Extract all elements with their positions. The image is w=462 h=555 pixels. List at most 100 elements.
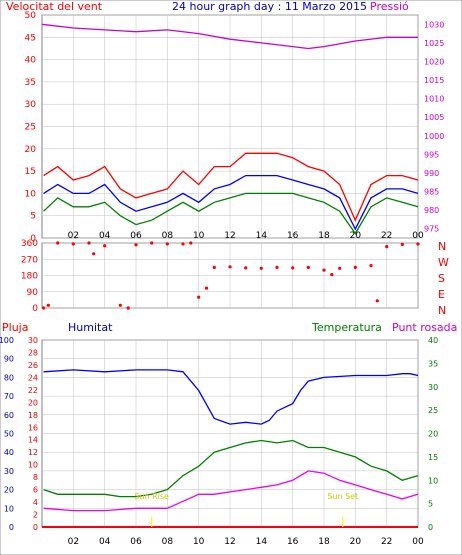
- direction-point: [150, 241, 154, 245]
- direction-point: [306, 265, 310, 269]
- series-line: [43, 369, 419, 425]
- y-right-tick-label: 1015: [424, 76, 444, 85]
- y-tick-label: 10: [25, 189, 37, 199]
- series-line: [41, 23, 418, 50]
- graph-day-title: 24 hour graph day : 11 Marzo 2015: [172, 0, 367, 13]
- humidity-tick-label: 50: [4, 430, 14, 439]
- x-tick-label: 20: [350, 231, 362, 241]
- temperature-tick-label: 5: [428, 500, 433, 509]
- y-tick-label: 90: [27, 288, 39, 298]
- compass-letter: S: [438, 272, 445, 285]
- direction-point: [204, 286, 209, 290]
- temperature-tick-label: 10: [428, 476, 438, 485]
- y-tick-label: 45: [25, 33, 36, 43]
- y-tick-label: 25: [25, 123, 36, 133]
- direction-point: [197, 295, 201, 299]
- x-tick-label: 04: [99, 231, 111, 241]
- x-tick-label: 18: [318, 231, 330, 241]
- x-tick-label: 22: [381, 231, 392, 241]
- rain-tick-label: 4: [33, 498, 38, 507]
- rain-label: Pluja: [2, 321, 28, 334]
- series-line: [43, 152, 419, 222]
- humidity-tick-label: 60: [4, 411, 14, 420]
- rain-tick-label: 16: [28, 423, 38, 432]
- series-line: [43, 470, 419, 512]
- rain-tick-label: 0: [33, 523, 38, 532]
- temperature-tick-label: 30: [428, 383, 438, 392]
- direction-point: [134, 243, 138, 247]
- rain-tick-label: 14: [28, 436, 38, 445]
- direction-point: [212, 265, 216, 269]
- temperature-tick-label: 25: [428, 406, 438, 415]
- y-right-tick-label: 1020: [424, 57, 444, 66]
- x-tick-label: 02: [68, 537, 79, 547]
- humidity-temperature-panel: 0102030405060708090100024681012141618202…: [0, 336, 438, 547]
- y-tick-label: 5: [30, 212, 36, 222]
- direction-point: [87, 241, 91, 245]
- humidity-label: Humitat: [68, 321, 113, 334]
- y-tick-label: 0: [30, 234, 36, 244]
- y-right-tick-label: 1010: [424, 95, 444, 104]
- direction-point: [118, 303, 122, 307]
- humidity-tick-label: 90: [4, 355, 14, 364]
- series-line: [43, 174, 419, 231]
- y-right-tick-label: 1025: [424, 39, 444, 48]
- y-tick-label: 30: [25, 100, 37, 110]
- x-tick-label: 08: [162, 537, 174, 547]
- temperature-tick-label: 35: [428, 359, 438, 368]
- direction-point: [126, 306, 130, 310]
- y-right-tick-label: 975: [424, 225, 439, 234]
- x-tick-label: 14: [256, 231, 268, 241]
- rain-tick-label: 8: [33, 473, 38, 482]
- x-tick-label: 06: [130, 231, 142, 241]
- compass-letter: N: [438, 240, 446, 253]
- direction-point: [46, 303, 50, 307]
- sun-marker-label: Sun Set: [327, 492, 358, 501]
- rain-tick-label: 28: [28, 348, 38, 357]
- x-tick-label: 10: [193, 537, 205, 547]
- humidity-tick-label: 10: [4, 504, 14, 513]
- rain-tick-label: 24: [28, 373, 38, 382]
- pressure-title: Pressió: [370, 0, 409, 13]
- rain-tick-label: 26: [28, 361, 38, 370]
- x-tick-label: 16: [287, 231, 299, 241]
- rain-tick-label: 10: [28, 461, 38, 470]
- temperature-tick-label: 20: [428, 430, 438, 439]
- temperature-tick-label: 15: [428, 453, 438, 462]
- y-tick-label: 50: [25, 11, 37, 21]
- direction-point: [369, 264, 373, 268]
- direction-point: [92, 252, 96, 256]
- direction-point: [338, 266, 342, 270]
- wind-speed-title: Velocitat del vent: [6, 0, 103, 13]
- y-right-tick-label: 980: [424, 206, 439, 215]
- x-tick-label: 12: [224, 231, 235, 241]
- series-line: [43, 192, 419, 235]
- series-line: [43, 439, 419, 498]
- direction-point: [291, 266, 295, 270]
- direction-point: [330, 273, 334, 277]
- wind-direction-panel: 0 90 180 270 360: [21, 239, 420, 314]
- humidity-tick-label: 30: [4, 467, 14, 476]
- y-right-tick-label: 1000: [424, 132, 444, 141]
- compass-letter: E: [438, 288, 445, 301]
- x-tick-label: 20: [350, 537, 362, 547]
- direction-point: [400, 242, 404, 246]
- x-tick-label: 04: [99, 537, 111, 547]
- humidity-tick-label: 40: [4, 448, 14, 457]
- direction-point: [71, 242, 75, 246]
- y-tick-label: 0: [32, 304, 38, 314]
- direction-point: [385, 245, 389, 249]
- compass-letter: W: [438, 256, 449, 269]
- rain-tick-label: 2: [33, 511, 38, 520]
- y-right-tick-label: 1030: [424, 20, 444, 29]
- temperature-label: Temperatura: [311, 321, 382, 334]
- rain-tick-label: 22: [28, 386, 38, 395]
- x-tick-label: 18: [318, 537, 330, 547]
- y-tick-label: 360: [21, 239, 38, 249]
- rain-tick-label: 20: [28, 398, 38, 407]
- y-tick-label: 270: [21, 255, 38, 265]
- direction-point: [181, 242, 185, 246]
- y-tick-label: 20: [25, 145, 37, 155]
